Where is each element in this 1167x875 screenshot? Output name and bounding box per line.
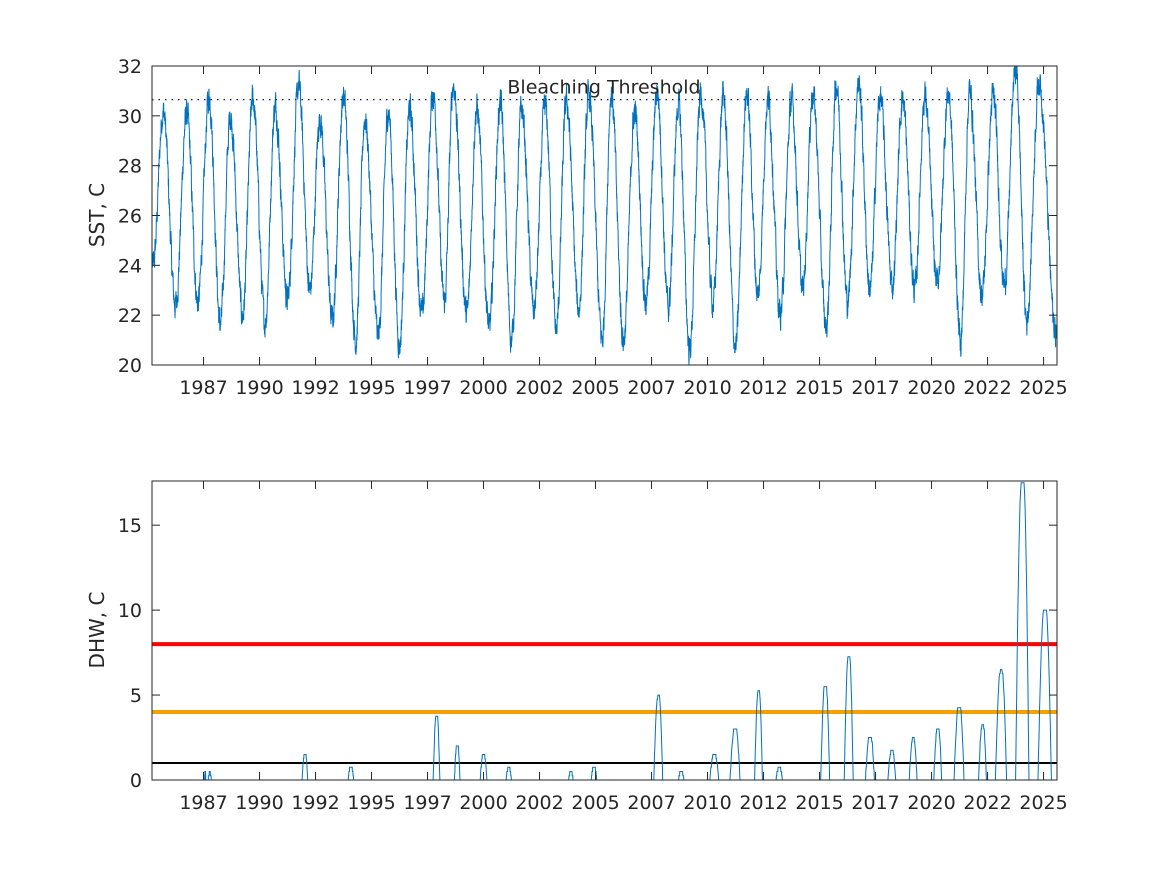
sst-series-line: [151, 65, 1058, 365]
bleaching-threshold-label: Bleaching Threshold: [507, 77, 700, 99]
sst-x-tick-label: 1997: [403, 377, 451, 399]
sst-panel: Bleaching Threshold 1987 1990 1992 1995 1997…: [85, 56, 1068, 399]
sst-y-tick-label: 24: [118, 255, 142, 277]
sst-y-tick-label: 30: [118, 106, 142, 128]
dhw-x-tick-label: 1992: [291, 792, 339, 814]
dhw-x-tick-label: 2010: [683, 792, 731, 814]
sst-x-tick-label: 2000: [459, 377, 507, 399]
dhw-x-axis: 1987 1990 1992 1995 1997 2000 2002 2005 2007 2010…: [179, 481, 1068, 814]
dhw-axes-background: [152, 481, 1057, 780]
sst-series-polyline: [151, 65, 1058, 365]
sst-x-tick-label: 1990: [235, 377, 283, 399]
dhw-y-axis-label: DHW, C: [85, 592, 109, 669]
dhw-axes-box: [151, 480, 1058, 781]
sst-x-tick-label: 2010: [683, 377, 731, 399]
dhw-x-tick-label: 2000: [459, 792, 507, 814]
sst-y-tick-label: 20: [118, 355, 142, 377]
sst-y-tick-label: 32: [118, 56, 142, 78]
sst-x-tick-label: 2007: [627, 377, 675, 399]
dhw-y-tick-label: 15: [118, 515, 142, 537]
sst-x-tick-label: 2012: [739, 377, 787, 399]
sst-x-tick-label: 2020: [907, 377, 955, 399]
dhw-x-tick-label: 2012: [739, 792, 787, 814]
dhw-y-tick-label: 0: [130, 770, 142, 792]
dhw-x-tick-label: 1990: [235, 792, 283, 814]
dhw-series-line: [152, 482, 1057, 781]
dhw-x-tick-label: 2007: [627, 792, 675, 814]
sst-y-tick-label: 22: [118, 305, 142, 327]
sst-x-tick-label: 1992: [291, 377, 339, 399]
dhw-x-tick-label: 1995: [347, 792, 395, 814]
sst-y-axis: 20 22 24 26 28 30 32: [118, 56, 1057, 377]
dhw-x-tick-label: 2015: [795, 792, 843, 814]
dhw-x-tick-label: 2005: [571, 792, 619, 814]
sst-x-tick-label: 2005: [571, 377, 619, 399]
dhw-x-tick-label: 1997: [403, 792, 451, 814]
dhw-y-tick-label: 10: [118, 600, 142, 622]
dhw-panel: 1987 1990 1992 1995 1997 2000 2002 2005 2007 2010…: [85, 480, 1068, 814]
dhw-x-tick-label: 2020: [907, 792, 955, 814]
dhw-series-polyline: [152, 482, 1057, 781]
dhw-x-tick-label: 2002: [515, 792, 563, 814]
sst-y-tick-label: 26: [118, 206, 142, 228]
sst-x-tick-label: 2017: [851, 377, 899, 399]
sst-x-axis: 1987 1990 1992 1995 1997 2000 2002 2005 2007 2010…: [179, 66, 1068, 399]
sst-x-tick-label: 2025: [1019, 377, 1067, 399]
sst-x-tick-label: 2022: [963, 377, 1011, 399]
dhw-y-tick-label: 5: [130, 685, 142, 707]
dhw-x-tick-label: 2022: [963, 792, 1011, 814]
sst-x-tick-label: 1995: [347, 377, 395, 399]
sst-x-tick-label: 2015: [795, 377, 843, 399]
sst-y-tick-label: 28: [118, 156, 142, 178]
dhw-x-tick-label: 2017: [851, 792, 899, 814]
dhw-y-axis: 0 5 10 15: [118, 515, 1057, 792]
dhw-x-tick-label: 2025: [1019, 792, 1067, 814]
sst-x-tick-label: 1987: [179, 377, 227, 399]
sst-x-tick-label: 2002: [515, 377, 563, 399]
dhw-x-tick-label: 1987: [179, 792, 227, 814]
sst-y-axis-label: SST, C: [85, 183, 109, 247]
